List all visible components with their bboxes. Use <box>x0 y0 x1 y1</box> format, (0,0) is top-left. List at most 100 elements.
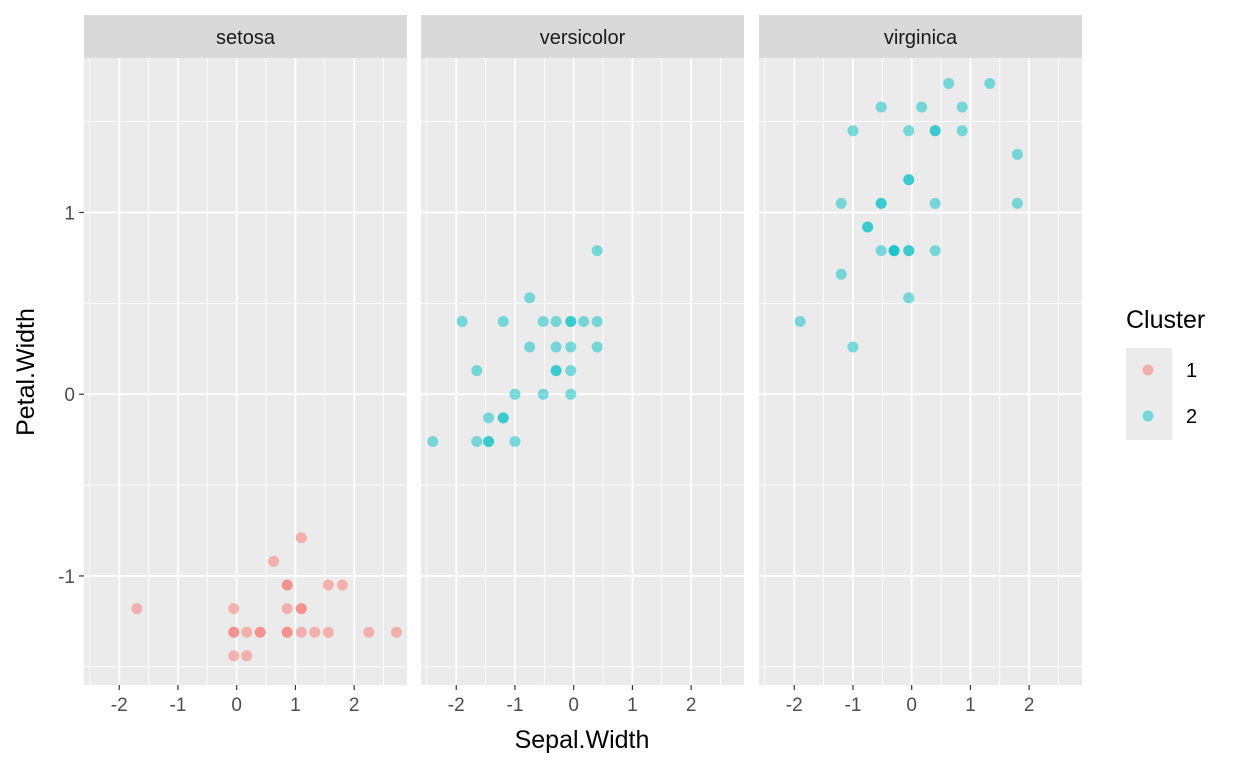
x-tick-label: -2 <box>448 695 465 716</box>
data-point <box>427 435 439 447</box>
data-point <box>537 388 549 400</box>
y-axis: -1 0 1 <box>58 203 84 588</box>
data-point <box>509 435 521 447</box>
panel-background <box>84 58 407 685</box>
data-point <box>524 341 536 353</box>
y-tick-label: 0 <box>64 385 75 406</box>
legend-title: Cluster <box>1126 306 1205 334</box>
data-point <box>537 316 549 328</box>
data-point <box>903 245 915 257</box>
data-point <box>875 197 887 209</box>
data-point <box>591 245 603 257</box>
data-point <box>956 101 968 113</box>
facet-panel-setosa: setosa <box>84 15 407 685</box>
data-point <box>875 101 887 113</box>
data-point <box>322 626 334 638</box>
x-tick-label: 0 <box>231 695 242 716</box>
data-point <box>565 316 577 328</box>
legend-key-background <box>1126 348 1172 440</box>
data-point <box>456 316 468 328</box>
data-point <box>228 626 240 638</box>
data-point <box>550 341 562 353</box>
data-point <box>254 626 266 638</box>
x-tick-label: 1 <box>290 695 301 716</box>
data-point <box>794 316 806 328</box>
legend-label-2: 2 <box>1186 406 1197 428</box>
data-point <box>241 626 253 638</box>
data-point <box>875 245 887 257</box>
data-point <box>281 579 293 591</box>
x-tick-label: 0 <box>568 695 579 716</box>
data-point <box>268 555 280 567</box>
x-axis-versicolor: -2 -1 0 1 2 <box>448 685 697 716</box>
data-point <box>509 388 521 400</box>
x-axis-virginica: -2 -1 0 1 2 <box>786 685 1034 716</box>
data-point <box>471 365 483 377</box>
data-point <box>497 316 509 328</box>
x-axes: -2 -1 0 1 2 -2 -1 0 1 2 -2 -1 0 1 2 <box>111 685 1034 716</box>
data-point <box>1011 197 1023 209</box>
data-point <box>471 435 483 447</box>
panel-background <box>421 58 744 685</box>
data-point <box>847 125 859 137</box>
data-point <box>888 245 900 257</box>
data-point <box>956 125 968 137</box>
data-point <box>903 174 915 186</box>
data-point <box>336 579 348 591</box>
data-point <box>835 268 847 280</box>
data-point <box>322 579 334 591</box>
data-point <box>565 388 577 400</box>
x-axis-setosa: -2 -1 0 1 2 <box>111 685 360 716</box>
data-point <box>483 435 495 447</box>
x-tick-label: 2 <box>349 695 360 716</box>
data-point <box>578 316 590 328</box>
facet-label-versicolor: versicolor <box>540 27 626 49</box>
data-point <box>295 626 307 638</box>
data-point <box>903 125 915 137</box>
x-tick-label: 0 <box>906 695 917 716</box>
legend-key-1 <box>1142 364 1154 376</box>
data-point <box>984 77 996 89</box>
data-point <box>916 101 928 113</box>
data-point <box>862 221 874 233</box>
data-point <box>929 125 941 137</box>
data-point <box>903 292 915 304</box>
data-point <box>929 197 941 209</box>
data-point <box>591 341 603 353</box>
data-point <box>943 77 955 89</box>
data-point <box>131 603 143 615</box>
x-tick-label: 1 <box>627 695 638 716</box>
data-point <box>295 532 307 544</box>
x-tick-label: 2 <box>686 695 697 716</box>
facet-strip-setosa <box>84 15 407 58</box>
data-point <box>241 650 253 662</box>
data-point <box>524 292 536 304</box>
facet-strip-versicolor <box>421 15 744 58</box>
legend: Cluster 1 2 <box>1126 306 1205 440</box>
x-tick-label: -1 <box>170 695 187 716</box>
data-point <box>550 316 562 328</box>
data-point <box>1011 148 1023 160</box>
data-point <box>565 341 577 353</box>
data-point <box>591 316 603 328</box>
data-point <box>929 245 941 257</box>
facet-panel-versicolor: versicolor <box>421 15 744 685</box>
x-tick-label: -1 <box>845 695 862 716</box>
data-point <box>281 626 293 638</box>
facet-panel-virginica: virginica <box>759 15 1082 685</box>
x-tick-label: -2 <box>786 695 803 716</box>
data-point <box>847 341 859 353</box>
data-point <box>309 626 321 638</box>
y-tick-label: -1 <box>58 567 75 588</box>
data-point <box>550 365 562 377</box>
data-point <box>835 197 847 209</box>
data-point <box>281 603 293 615</box>
data-point <box>295 603 307 615</box>
x-tick-label: 1 <box>965 695 976 716</box>
legend-label-1: 1 <box>1186 360 1197 382</box>
data-point <box>497 412 509 424</box>
data-point <box>228 650 240 662</box>
data-point <box>228 603 240 615</box>
data-point <box>565 365 577 377</box>
